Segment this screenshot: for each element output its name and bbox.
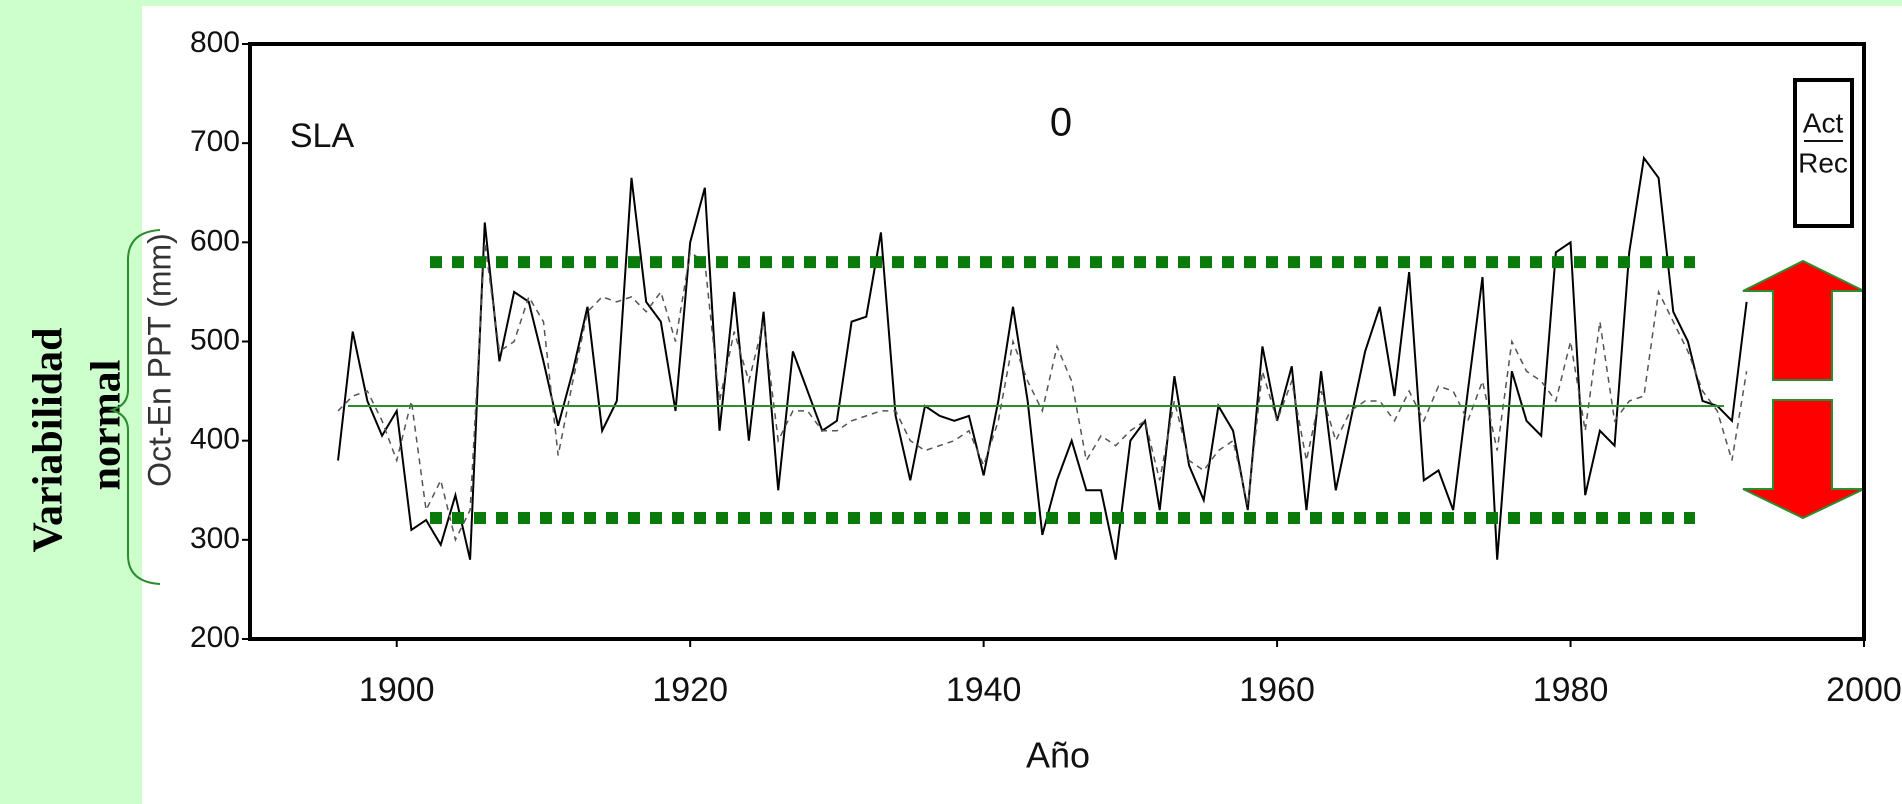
x-tick-label: 1980 (1533, 671, 1609, 709)
x-axis-label: Año (1026, 735, 1090, 776)
y-tick-label: 600 (190, 224, 240, 257)
y-tick-label: 500 (190, 323, 240, 356)
y-tick-label: 700 (190, 125, 240, 158)
up-arrow (1742, 259, 1865, 381)
x-tick-label: 1920 (652, 671, 728, 709)
legend-label: Act (1803, 107, 1844, 138)
brace (108, 229, 161, 585)
y-tick-label: 800 (190, 26, 240, 59)
down-arrow (1742, 399, 1865, 520)
annotation: SLA (290, 117, 355, 155)
y-tick-label: 400 (190, 423, 240, 456)
legend-label: Rec (1798, 147, 1848, 178)
legend: Act Rec (1793, 78, 1854, 228)
x-tick-label: 1960 (1239, 671, 1315, 709)
side-label: normal (84, 360, 130, 491)
y-tick-label: 200 (190, 621, 240, 654)
x-tick-label: 1940 (946, 671, 1022, 709)
series-line (337, 242, 1748, 543)
y-tick-label: 300 (190, 522, 240, 555)
series-line (337, 155, 1748, 560)
x-tick-label: 1900 (359, 671, 435, 709)
y-axis-label: Oct-En PPT (mm) (141, 233, 177, 487)
legend-box (1793, 78, 1854, 228)
annotation: 0 (1050, 101, 1072, 145)
side-label: Variabilidad (26, 328, 72, 553)
plot-frame (248, 42, 1866, 641)
x-tick-label: 2000 (1826, 671, 1902, 709)
